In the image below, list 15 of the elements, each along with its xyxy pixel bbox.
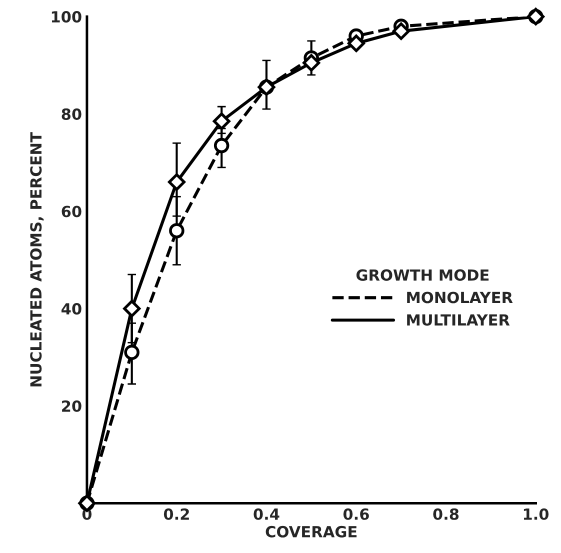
y-tick-label: 20 bbox=[62, 400, 82, 412]
x-tick-label: 0.4 bbox=[254, 508, 280, 520]
y-tick-label: 100 bbox=[52, 11, 82, 23]
y-tick-label: 40 bbox=[62, 303, 82, 315]
x-tick-label: 1.0 bbox=[524, 508, 549, 520]
y-tick-label: 80 bbox=[62, 108, 82, 120]
y-tick-label: 60 bbox=[62, 206, 82, 218]
x-tick-label: 0.8 bbox=[433, 508, 459, 520]
y-axis-title: NUCLEATED ATOMS, PERCENT bbox=[30, 132, 44, 386]
x-tick-label: 0.6 bbox=[343, 508, 369, 520]
x-axis-title: COVERAGE bbox=[266, 526, 357, 538]
legend-title: GROWTH MODE bbox=[356, 269, 489, 281]
legend-label: MULTILAYER bbox=[407, 314, 510, 326]
x-tick-label: 0.2 bbox=[164, 508, 189, 520]
legend-label: MONOLAYER bbox=[407, 292, 513, 304]
